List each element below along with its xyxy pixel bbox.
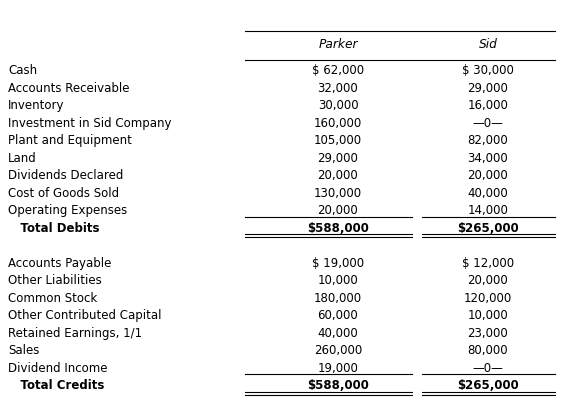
Text: Common Stock: Common Stock — [8, 291, 97, 304]
Text: 20,000: 20,000 — [468, 169, 508, 182]
Text: 14,000: 14,000 — [467, 204, 508, 217]
Text: $588,000: $588,000 — [307, 222, 369, 234]
Text: $ 12,000: $ 12,000 — [462, 256, 514, 270]
Text: Investment in Sid Company: Investment in Sid Company — [8, 117, 172, 130]
Text: Cash: Cash — [8, 64, 37, 77]
Text: 105,000: 105,000 — [314, 134, 362, 147]
Text: 120,000: 120,000 — [464, 291, 512, 304]
Text: 16,000: 16,000 — [467, 99, 508, 112]
Text: 180,000: 180,000 — [314, 291, 362, 304]
Text: $265,000: $265,000 — [457, 222, 519, 234]
Text: Other Contributed Capital: Other Contributed Capital — [8, 309, 162, 322]
Text: Total Debits: Total Debits — [8, 222, 100, 234]
Text: 40,000: 40,000 — [468, 187, 508, 200]
Text: Other Liabilities: Other Liabilities — [8, 274, 102, 287]
Text: 20,000: 20,000 — [318, 169, 359, 182]
Text: 40,000: 40,000 — [318, 326, 359, 339]
Text: Sales: Sales — [8, 344, 39, 357]
Text: Accounts Payable: Accounts Payable — [8, 256, 111, 270]
Text: —0—: —0— — [472, 361, 503, 374]
Text: 160,000: 160,000 — [314, 117, 362, 130]
Text: Total Credits: Total Credits — [8, 379, 104, 392]
Text: 29,000: 29,000 — [318, 152, 359, 164]
Text: 19,000: 19,000 — [318, 361, 359, 374]
Text: $265,000: $265,000 — [457, 379, 519, 392]
Text: $588,000: $588,000 — [307, 379, 369, 392]
Text: Dividends Declared: Dividends Declared — [8, 169, 123, 182]
Text: Retained Earnings, 1/1: Retained Earnings, 1/1 — [8, 326, 142, 339]
Text: —0—: —0— — [472, 117, 503, 130]
Text: Plant and Equipment: Plant and Equipment — [8, 134, 132, 147]
Text: Parker: Parker — [318, 38, 358, 51]
Text: Inventory: Inventory — [8, 99, 65, 112]
Text: 20,000: 20,000 — [468, 274, 508, 287]
Text: 20,000: 20,000 — [318, 204, 359, 217]
Text: 34,000: 34,000 — [468, 152, 508, 164]
Text: Dividend Income: Dividend Income — [8, 361, 108, 374]
Text: Sid: Sid — [479, 38, 498, 51]
Text: 82,000: 82,000 — [468, 134, 508, 147]
Text: 10,000: 10,000 — [318, 274, 359, 287]
Text: Operating Expenses: Operating Expenses — [8, 204, 127, 217]
Text: 29,000: 29,000 — [467, 82, 508, 94]
Text: Land: Land — [8, 152, 37, 164]
Text: 60,000: 60,000 — [318, 309, 359, 322]
Text: Accounts Receivable: Accounts Receivable — [8, 82, 129, 94]
Text: 130,000: 130,000 — [314, 187, 362, 200]
Text: 23,000: 23,000 — [468, 326, 508, 339]
Text: 80,000: 80,000 — [468, 344, 508, 357]
Text: 32,000: 32,000 — [318, 82, 359, 94]
Text: Cost of Goods Sold: Cost of Goods Sold — [8, 187, 119, 200]
Text: 10,000: 10,000 — [468, 309, 508, 322]
Text: $ 62,000: $ 62,000 — [312, 64, 364, 77]
Text: $ 19,000: $ 19,000 — [312, 256, 364, 270]
Text: $ 30,000: $ 30,000 — [462, 64, 514, 77]
Text: 30,000: 30,000 — [318, 99, 358, 112]
Text: 260,000: 260,000 — [314, 344, 362, 357]
